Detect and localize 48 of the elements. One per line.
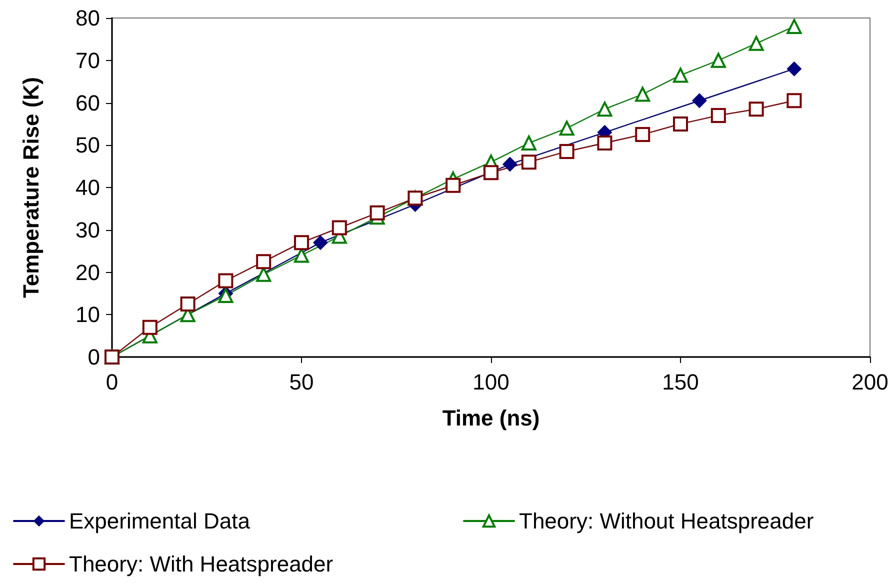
legend-label: Experimental Data (69, 508, 251, 534)
point (692, 93, 707, 108)
point (559, 144, 574, 159)
point (332, 220, 347, 236)
y-tick-label: 20 (76, 260, 100, 285)
point (710, 52, 726, 68)
point (312, 235, 328, 250)
point (142, 320, 158, 335)
legend-label: Theory: Without Heatspreader (519, 508, 814, 534)
point (786, 61, 802, 76)
point (256, 254, 272, 270)
x-tick-label: 0 (106, 370, 118, 394)
point (673, 68, 688, 83)
x-axis-title: Time (ns) (442, 406, 540, 430)
point (673, 116, 688, 132)
y-tick-label: 50 (76, 132, 100, 158)
point (294, 235, 309, 250)
y-tick-label: 40 (76, 175, 100, 200)
x-tick-label: 150 (662, 370, 699, 394)
point (521, 136, 536, 151)
point (484, 165, 498, 180)
point (502, 156, 518, 172)
x-tick-label: 100 (472, 370, 510, 394)
y-axis-title: Temperature Rise (K) (18, 77, 44, 298)
point (748, 102, 764, 117)
point (786, 93, 802, 108)
point (559, 120, 574, 136)
y-tick-label: 60 (76, 90, 100, 116)
point (370, 205, 385, 220)
point (635, 86, 650, 102)
point (218, 273, 234, 288)
x-tick-label: 200 (852, 370, 888, 394)
point (786, 18, 802, 34)
point (748, 36, 764, 51)
point (597, 102, 612, 117)
y-tick-label: 0 (88, 344, 100, 370)
point (710, 108, 726, 123)
y-tick-label: 10 (76, 302, 100, 328)
point (180, 296, 196, 312)
legend-label: Theory: With Heatspreader (69, 552, 334, 576)
y-tick-label: 80 (76, 6, 100, 30)
y-tick-label: 70 (76, 48, 100, 73)
point (446, 178, 461, 193)
point (597, 136, 612, 151)
y-tick-label: 30 (76, 217, 100, 242)
point (635, 127, 650, 142)
point (521, 154, 536, 170)
x-tick-label: 50 (289, 370, 314, 394)
